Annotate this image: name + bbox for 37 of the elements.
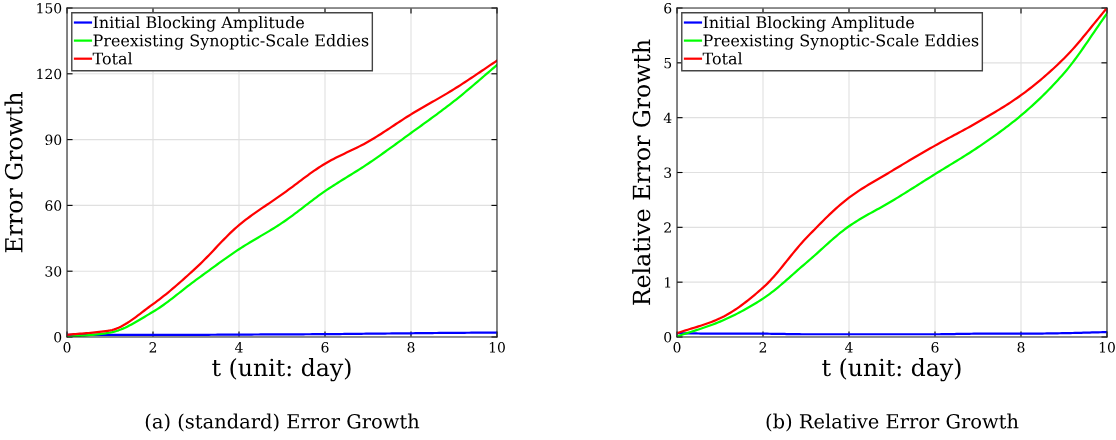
y-tick-label: 2 <box>664 222 671 233</box>
text: (b) Relative Error Growth <box>766 413 1019 432</box>
x-tick-label: 2 <box>759 342 767 353</box>
text: (a) (standard) Error Growth <box>145 413 420 432</box>
y-tick-label: 150 <box>37 2 62 14</box>
x-axis-title: t (unit: day) <box>822 358 961 382</box>
legend-label: Initial Blocking Amplitude <box>93 15 304 32</box>
y-tick-label: 5 <box>664 57 672 69</box>
y-tick-label: 30 <box>45 266 62 277</box>
y-tick-label: 6 <box>664 2 672 14</box>
y-tick-label: 0 <box>664 331 672 343</box>
y-tick-label: 60 <box>45 200 62 211</box>
y-tick-label: 1 <box>665 277 671 288</box>
x-tick-label: 2 <box>149 342 157 353</box>
x-tick-label: 0 <box>63 342 71 353</box>
y-tick-label: 4 <box>663 112 672 123</box>
x-tick-label: 6 <box>321 342 329 353</box>
legend-label: Total <box>92 52 133 65</box>
x-tick-label: 0 <box>673 342 681 353</box>
y-tick-label: 3 <box>664 167 672 178</box>
x-tick-label: 6 <box>931 342 939 353</box>
x-tick-label: 4 <box>845 342 853 353</box>
legend-label: Initial Blocking Amplitude <box>703 15 914 32</box>
y-axis-title: Relative Error Growth <box>632 39 651 305</box>
x-tick-label: 8 <box>1017 342 1025 353</box>
legend-label: Total <box>702 52 743 65</box>
y-tick-label: 0 <box>54 331 62 343</box>
y-axis-title: Error Growth <box>4 92 23 253</box>
x-axis-title: t (unit: day) <box>212 358 351 382</box>
x-tick-label: 10 <box>489 342 505 353</box>
x-tick-label: 8 <box>407 342 415 353</box>
x-tick-label: 4 <box>235 342 243 353</box>
y-tick-label: 120 <box>37 68 62 80</box>
x-tick-label: 10 <box>1099 342 1115 353</box>
legend-label: Preexisting Synoptic-Scale Eddies <box>703 34 979 50</box>
y-tick-label: 90 <box>45 134 62 146</box>
legend-label: Preexisting Synoptic-Scale Eddies <box>93 34 369 50</box>
